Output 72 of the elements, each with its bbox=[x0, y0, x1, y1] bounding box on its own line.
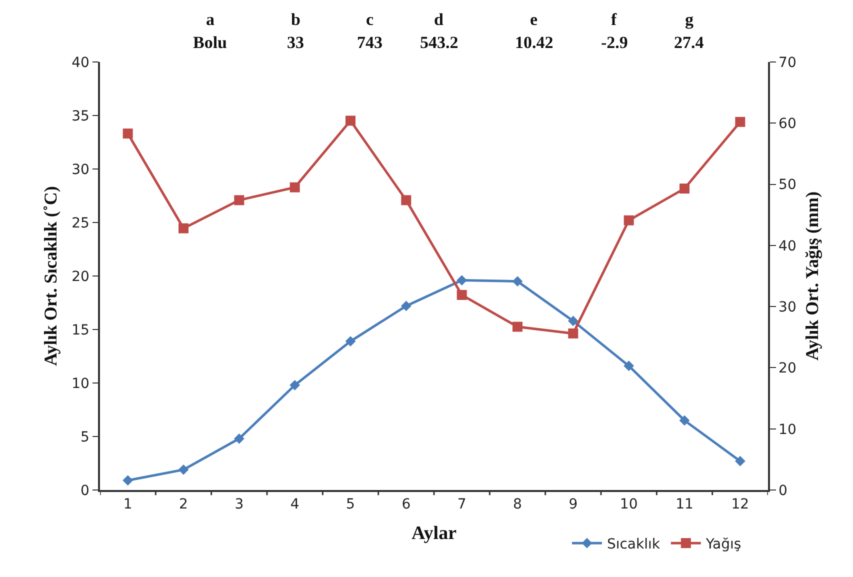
point bbox=[122, 128, 133, 139]
point bbox=[456, 290, 467, 300]
y-tick-label: 15 bbox=[72, 322, 90, 338]
x-tick-label: 12 bbox=[731, 496, 750, 513]
text: 10.42 bbox=[515, 33, 554, 52]
point bbox=[122, 475, 134, 486]
point bbox=[624, 215, 634, 226]
point bbox=[735, 116, 746, 127]
x-tick-label: 4 bbox=[290, 496, 300, 513]
x-tick-label: 6 bbox=[402, 496, 411, 513]
point bbox=[679, 415, 690, 426]
point bbox=[400, 300, 412, 312]
point bbox=[401, 195, 412, 206]
y2-tick-label: 40 bbox=[778, 238, 796, 254]
text: d bbox=[434, 10, 444, 29]
point bbox=[680, 184, 690, 194]
y2-tick-label: 0 bbox=[778, 482, 788, 499]
x-tick-label: 8 bbox=[513, 496, 522, 513]
y-tick-label: 30 bbox=[72, 162, 90, 178]
text: 743 bbox=[357, 33, 382, 52]
y-tick-label: 20 bbox=[72, 268, 90, 285]
y-axis-title: Aylık Ort. Sıcaklık (˚C) bbox=[40, 186, 60, 366]
y-tick-label: 35 bbox=[72, 108, 90, 124]
y-tick-label: 0 bbox=[80, 482, 90, 499]
text: b bbox=[291, 10, 300, 29]
y2-tick-label: 20 bbox=[778, 360, 796, 377]
x-tick-label: 10 bbox=[620, 496, 638, 513]
x-tick-label: 7 bbox=[457, 496, 466, 513]
point bbox=[568, 328, 578, 338]
text: g bbox=[685, 10, 694, 29]
x-tick-label: 5 bbox=[346, 496, 355, 513]
x-tick-label: 3 bbox=[234, 496, 244, 513]
text: e bbox=[530, 10, 538, 29]
point bbox=[346, 116, 356, 126]
text: c bbox=[366, 10, 374, 29]
y-tick-label: 40 bbox=[72, 54, 90, 71]
point bbox=[734, 456, 746, 466]
y-tick-label: 5 bbox=[80, 429, 90, 446]
text: a bbox=[206, 10, 215, 29]
y-tick-label: 25 bbox=[72, 215, 90, 232]
point bbox=[234, 433, 244, 444]
y2-tick-label: 60 bbox=[778, 116, 796, 132]
point bbox=[456, 275, 468, 286]
text: Bolu bbox=[193, 33, 228, 52]
x-tick-label: 1 bbox=[123, 496, 132, 513]
point bbox=[512, 276, 523, 287]
y2-tick-label: 30 bbox=[778, 299, 796, 316]
point bbox=[345, 336, 356, 346]
x-tick-label: 9 bbox=[568, 496, 578, 513]
x-axis-title: Aylar bbox=[411, 522, 458, 544]
point bbox=[568, 316, 578, 326]
text: -2.9 bbox=[601, 33, 628, 52]
text: 27.4 bbox=[674, 33, 704, 52]
y2-tick-label: 70 bbox=[778, 54, 796, 71]
text: f bbox=[611, 10, 617, 29]
text: 543.2 bbox=[420, 33, 458, 52]
x-tick-label: 11 bbox=[676, 496, 694, 513]
y2-tick-label: 50 bbox=[778, 177, 796, 194]
legend-label: Yağış bbox=[704, 536, 742, 553]
text: 33 bbox=[287, 33, 304, 52]
point bbox=[234, 195, 244, 206]
point bbox=[512, 322, 522, 332]
point bbox=[624, 360, 634, 372]
y2-axis-title: Aylık Ort. Yağış (mm) bbox=[802, 192, 822, 360]
x-tick-label: 2 bbox=[179, 496, 188, 513]
point bbox=[290, 380, 300, 390]
point bbox=[178, 464, 189, 475]
legend-label: Sıcaklık bbox=[606, 536, 661, 553]
y2-tick-label: 10 bbox=[778, 422, 796, 438]
point bbox=[178, 223, 188, 234]
point bbox=[290, 182, 300, 192]
y-tick-label: 10 bbox=[72, 376, 90, 392]
